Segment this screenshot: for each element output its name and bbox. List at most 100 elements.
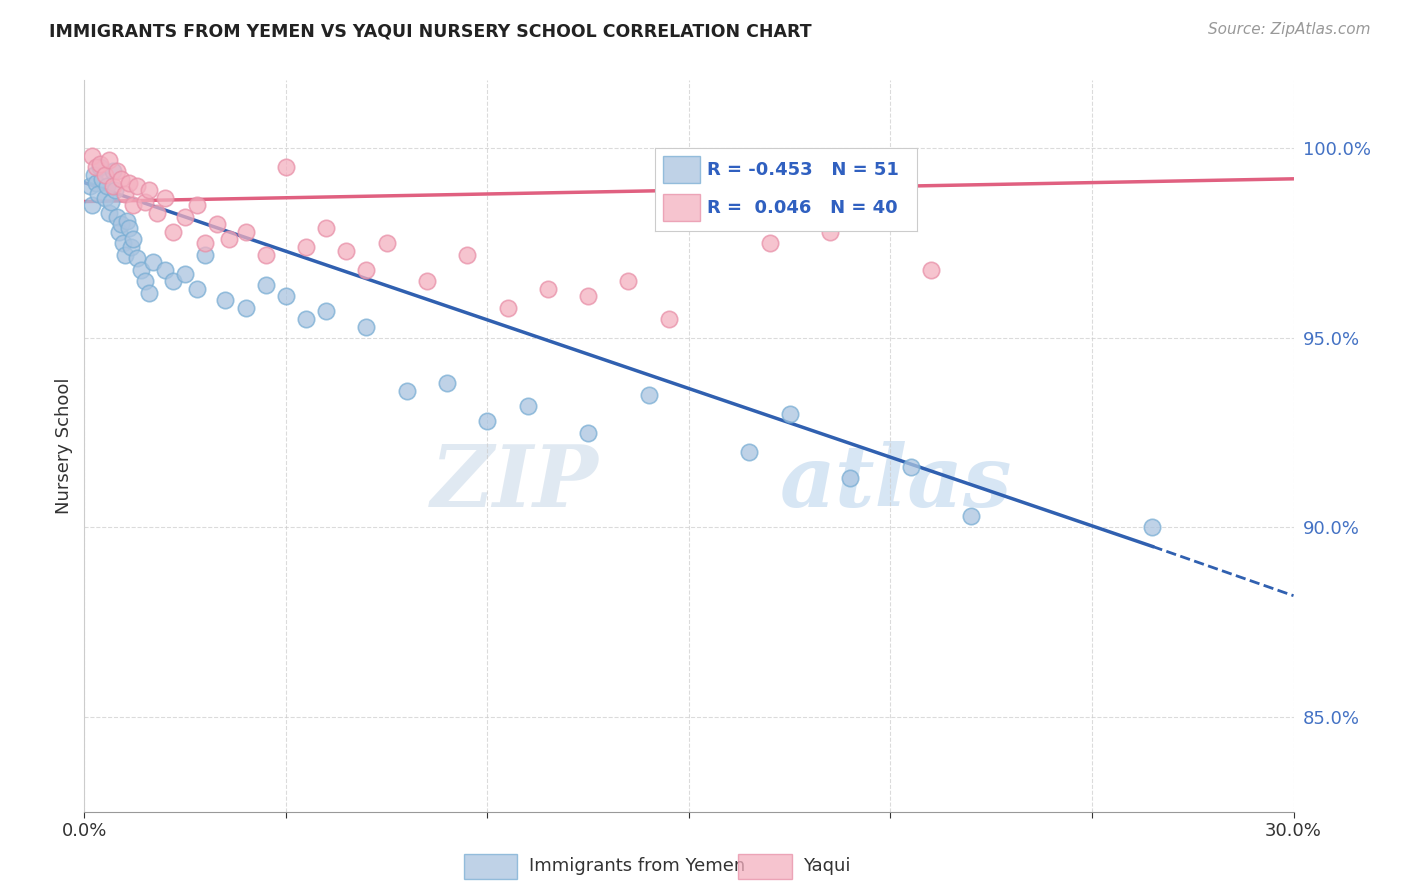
Point [87, 186, 110, 201]
Point [516, 399, 538, 413]
Point [97, 153, 120, 167]
Point [121, 198, 143, 212]
Point [125, 179, 148, 194]
Point [194, 247, 217, 261]
Bar [664, 156, 700, 183]
Point [153, 262, 176, 277]
Point [82, 198, 104, 212]
Point [758, 236, 780, 251]
Text: Source: ZipAtlas.com: Source: ZipAtlas.com [1208, 22, 1371, 37]
Point [138, 285, 160, 300]
Point [118, 176, 141, 190]
Point [83, 168, 105, 182]
Point [295, 312, 318, 326]
Point [186, 198, 208, 212]
Point [274, 289, 297, 303]
Point [91, 171, 114, 186]
Point [214, 293, 236, 307]
Point [129, 262, 152, 277]
Text: IMMIGRANTS FROM YEMEN VS YAQUI NURSERY SCHOOL CORRELATION CHART: IMMIGRANTS FROM YEMEN VS YAQUI NURSERY S… [49, 22, 811, 40]
Point [82, 149, 104, 163]
Point [1142, 520, 1164, 534]
Point [110, 171, 132, 186]
Point [194, 236, 217, 251]
Point [576, 289, 599, 303]
Point [839, 471, 862, 485]
Point [93, 191, 115, 205]
Point [174, 267, 197, 281]
Y-axis label: Nursery School: Nursery School [55, 377, 73, 515]
Text: ZIP: ZIP [430, 441, 599, 524]
Point [537, 282, 560, 296]
Point [146, 206, 169, 220]
Point [118, 221, 141, 235]
Point [153, 191, 176, 205]
Point [174, 210, 197, 224]
Point [101, 179, 124, 194]
Point [105, 164, 128, 178]
Point [111, 236, 134, 251]
Point [416, 274, 439, 288]
Point [395, 384, 418, 398]
Point [86, 176, 108, 190]
Point [142, 255, 165, 269]
Point [738, 444, 761, 458]
Point [134, 274, 156, 288]
Point [335, 244, 357, 258]
Point [120, 240, 142, 254]
Point [86, 161, 108, 175]
Point [125, 252, 148, 266]
Point [356, 262, 378, 277]
Point [114, 247, 136, 261]
Point [477, 414, 499, 428]
Point [115, 213, 138, 227]
Point [315, 221, 337, 235]
Text: atlas: atlas [780, 441, 1012, 524]
Point [93, 168, 115, 182]
Point [104, 183, 127, 197]
Point [121, 232, 143, 246]
Point [818, 225, 841, 239]
Point [254, 277, 277, 292]
Point [89, 156, 111, 170]
Point [254, 247, 277, 261]
Point [637, 388, 659, 402]
Point [436, 376, 458, 391]
Point [235, 225, 257, 239]
Point [110, 217, 132, 231]
Point [295, 240, 318, 254]
Point [960, 509, 983, 524]
Point [100, 194, 122, 209]
Text: Yaqui: Yaqui [803, 857, 851, 875]
Point [496, 301, 519, 315]
Point [107, 225, 129, 239]
Point [900, 459, 922, 474]
Point [920, 262, 942, 277]
Point [89, 161, 111, 175]
Point [96, 179, 118, 194]
Point [356, 319, 378, 334]
Point [617, 274, 640, 288]
Point [315, 304, 337, 318]
Point [186, 282, 208, 296]
Point [218, 232, 240, 246]
Point [162, 274, 184, 288]
Point [138, 183, 160, 197]
Point [274, 161, 297, 175]
Point [779, 407, 801, 421]
Text: R =  0.046   N = 40: R = 0.046 N = 40 [707, 199, 898, 217]
Point [101, 164, 124, 178]
Point [375, 236, 398, 251]
Point [97, 206, 120, 220]
Point [162, 225, 184, 239]
Point [105, 210, 128, 224]
Text: Immigrants from Yemen: Immigrants from Yemen [529, 857, 745, 875]
Point [134, 194, 156, 209]
Point [235, 301, 257, 315]
Point [207, 217, 229, 231]
Point [576, 425, 599, 440]
Bar [664, 194, 700, 221]
Point [658, 312, 681, 326]
Point [79, 179, 101, 194]
Point [456, 247, 478, 261]
